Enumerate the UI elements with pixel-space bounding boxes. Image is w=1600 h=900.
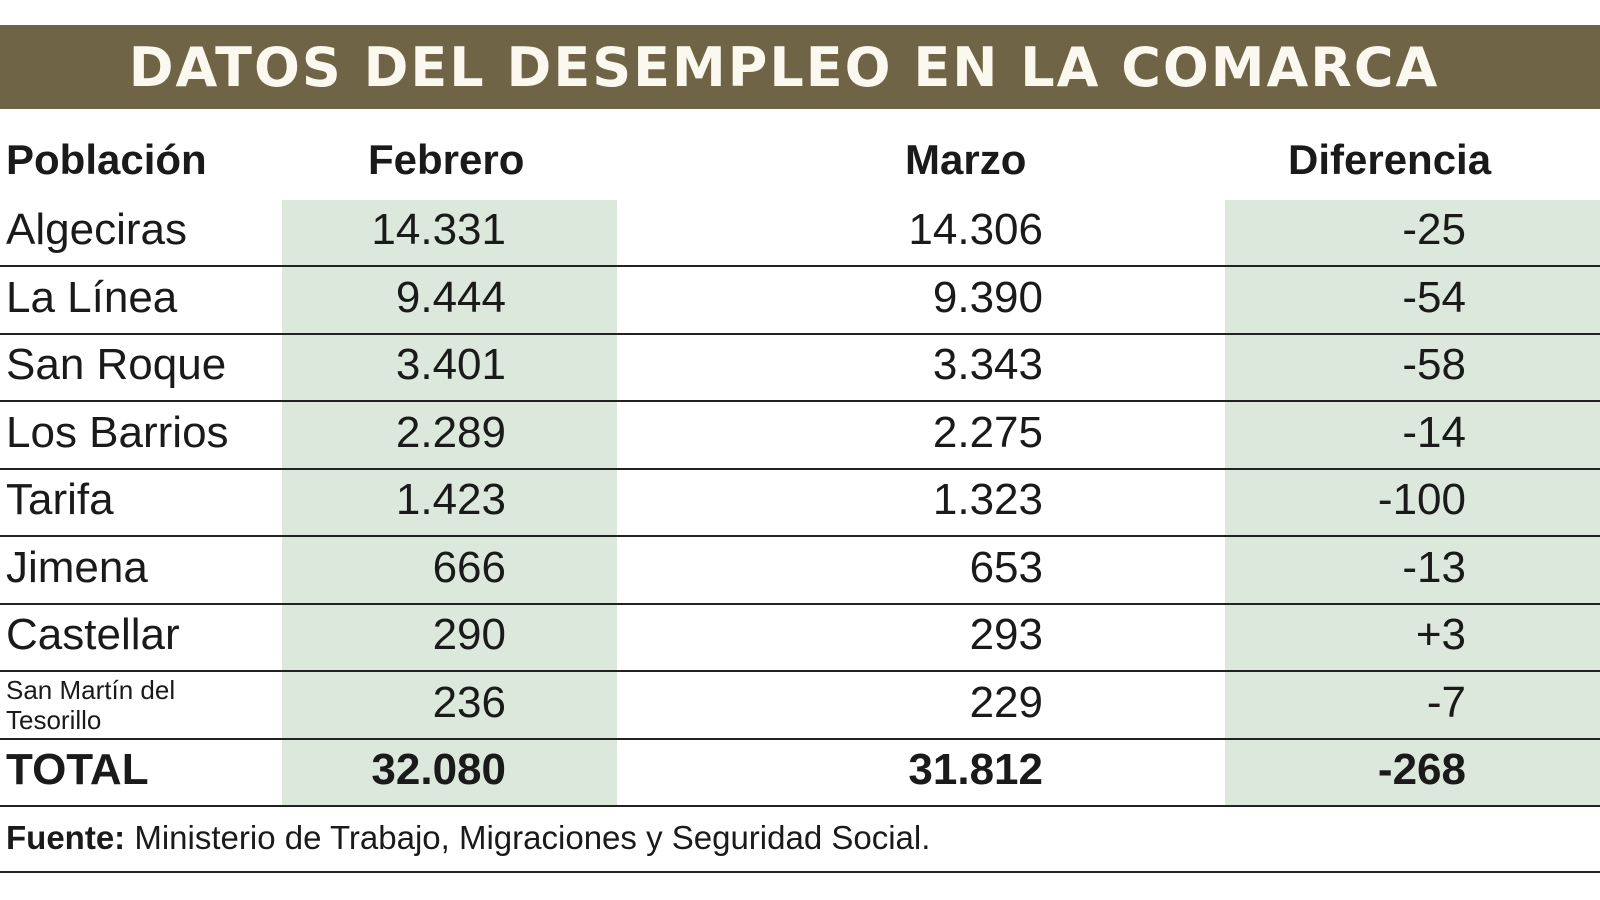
- febrero-value: 14.331: [371, 205, 506, 254]
- row-divider: [0, 265, 1600, 267]
- municipality-name: Algeciras: [6, 205, 187, 254]
- diferencia-column-highlight: [1225, 200, 1600, 805]
- febrero-value: 2.289: [395, 407, 506, 457]
- marzo-value: 229: [969, 677, 1043, 727]
- febrero-column-highlight: [282, 200, 617, 805]
- source-note: Fuente: Ministerio de Trabajo, Migracion…: [6, 815, 930, 861]
- table-row: Tarifa 1.423 1.323 -100: [0, 470, 1600, 537]
- marzo-value: 293: [969, 610, 1043, 659]
- marzo-value: 653: [969, 542, 1043, 592]
- febrero-value: 290: [432, 610, 506, 659]
- row-divider: [0, 602, 1600, 605]
- febrero-value: 1.423: [395, 475, 506, 524]
- diferencia-value: -7: [1426, 677, 1466, 727]
- row-divider: [0, 332, 1600, 335]
- marzo-value: 2.275: [932, 407, 1043, 457]
- table-row: Los Barrios 2.289 2.275 -14: [0, 403, 1600, 470]
- table-row: Castellar 290 293 +3: [0, 605, 1600, 672]
- marzo-value: 14.306: [908, 205, 1043, 254]
- marzo-value: 3.343: [932, 340, 1043, 389]
- diferencia-value: -13: [1402, 542, 1466, 592]
- diferencia-value: -14: [1402, 407, 1466, 457]
- row-divider: [0, 400, 1600, 402]
- bottom-divider: [0, 871, 1600, 873]
- municipality-name: San Martín del Tesorillo: [6, 674, 176, 735]
- febrero-value: 9.444: [395, 272, 506, 322]
- source-label: Fuente:: [6, 819, 126, 856]
- municipality-name: Tarifa: [6, 475, 114, 524]
- diferencia-value: +3: [1415, 610, 1466, 659]
- febrero-value: 32.080: [371, 745, 506, 794]
- marzo-value: 31.812: [908, 745, 1043, 794]
- source-text: Ministerio de Trabajo, Migraciones y Seg…: [125, 819, 931, 856]
- table-row: San Roque 3.401 3.343 -58: [0, 335, 1600, 402]
- header-diferencia: Diferencia: [1288, 136, 1492, 183]
- row-divider: [0, 737, 1600, 740]
- municipality-name: TOTAL: [6, 745, 149, 794]
- table-row: Jimena 666 653 -13: [0, 538, 1600, 605]
- header-febrero: Febrero: [368, 136, 525, 183]
- municipality-name: Castellar: [6, 610, 180, 659]
- municipality-name: La Línea: [6, 272, 178, 322]
- row-divider: [0, 805, 1600, 807]
- marzo-value: 1.323: [932, 475, 1043, 524]
- row-divider: [0, 670, 1600, 672]
- header-poblacion: Población: [6, 136, 207, 183]
- diferencia-value: -54: [1402, 272, 1466, 322]
- table-row: La Línea 9.444 9.390 -54: [0, 268, 1600, 335]
- diferencia-value: -100: [1377, 475, 1466, 524]
- title-banner: DATOS DEL DESEMPLEO EN LA COMARCA: [0, 25, 1600, 109]
- total-row: TOTAL 32.080 31.812 -268: [0, 740, 1600, 807]
- table-row: Algeciras 14.331 14.306 -25: [0, 200, 1600, 267]
- marzo-value: 9.390: [932, 272, 1043, 322]
- table-title: DATOS DEL DESEMPLEO EN LA COMARCA: [128, 36, 1440, 99]
- diferencia-value: -25: [1402, 205, 1466, 254]
- header-marzo: Marzo: [905, 136, 1027, 183]
- diferencia-value: -268: [1377, 745, 1466, 794]
- febrero-value: 666: [432, 542, 506, 592]
- row-divider: [0, 467, 1600, 470]
- febrero-value: 3.401: [395, 340, 506, 389]
- febrero-value: 236: [432, 677, 506, 727]
- municipality-name: Jimena: [6, 542, 148, 592]
- municipality-name: San Roque: [6, 340, 227, 389]
- municipality-name: Los Barrios: [6, 407, 229, 457]
- row-divider: [0, 535, 1600, 537]
- diferencia-value: -58: [1402, 340, 1466, 389]
- table-row: San Martín del Tesorillo 236 229 -7: [0, 673, 1600, 740]
